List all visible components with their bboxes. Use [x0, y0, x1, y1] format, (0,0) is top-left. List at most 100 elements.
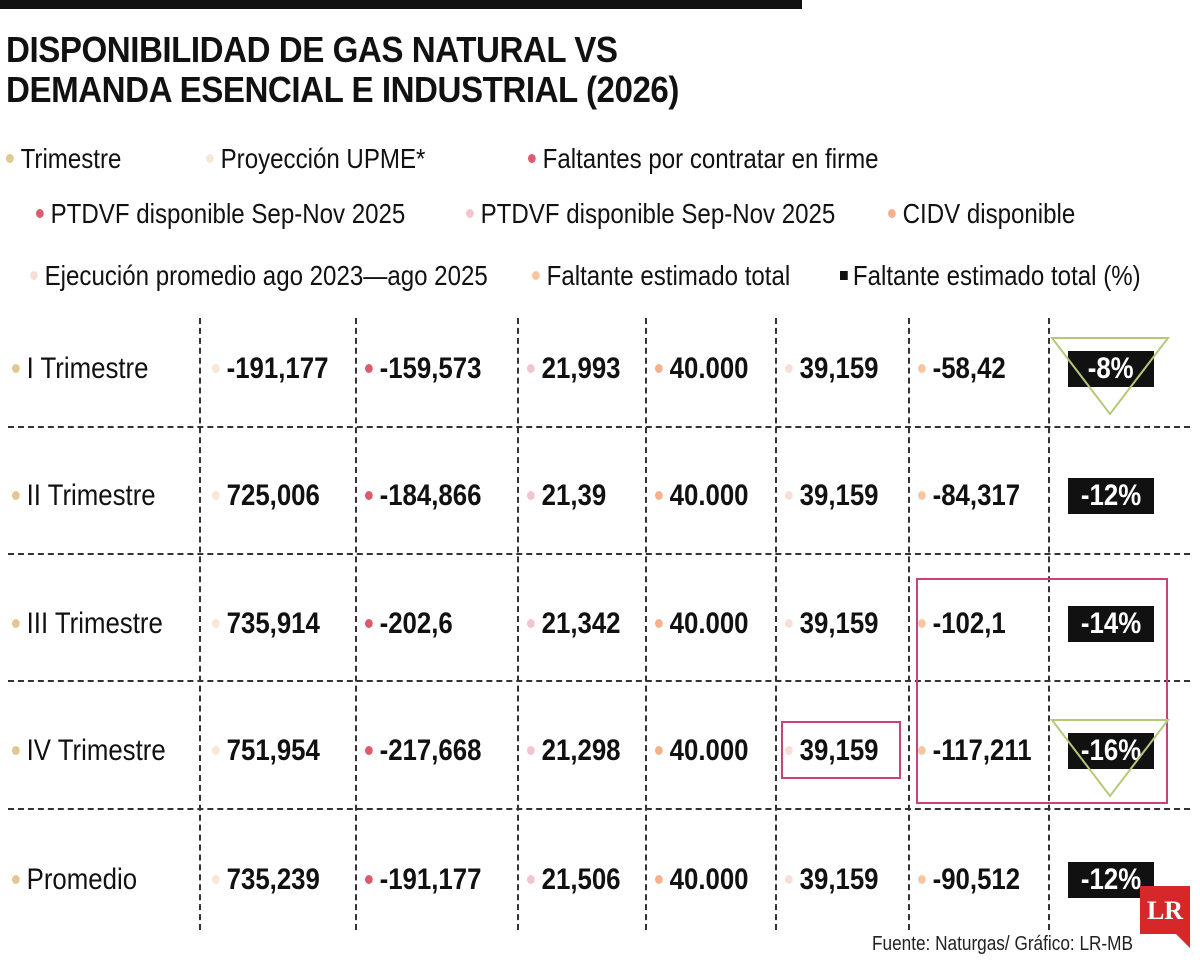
cell-value: 40.000	[669, 734, 749, 767]
cell-dot	[655, 874, 663, 884]
cell-value: 40.000	[669, 352, 749, 385]
table-cell: 751,954	[212, 731, 320, 771]
cell-value: -202,6	[379, 607, 453, 640]
table-cell: -217,668	[365, 731, 481, 771]
row-label: III Trimestre	[12, 604, 163, 644]
cell-value: -159,573	[379, 352, 482, 385]
percent-value: -14%	[1080, 607, 1142, 640]
table-cell: 735,239	[212, 860, 320, 900]
cell-value: 21,506	[541, 863, 621, 896]
cell-value: -184,866	[379, 479, 482, 512]
table-cell: 39,159	[785, 349, 879, 389]
legend-dot-marker	[206, 154, 214, 164]
cell-dot	[918, 745, 926, 755]
legend-item: CIDV disponible	[888, 198, 1075, 230]
percent-value: -12%	[1080, 863, 1142, 896]
cell-value: 735,914	[226, 607, 320, 640]
cell-value: 21,342	[541, 607, 621, 640]
cell-dot	[527, 363, 535, 373]
cell-value: 39,159	[799, 352, 879, 385]
table-cell: 40.000	[655, 604, 749, 644]
row-label: I Trimestre	[12, 349, 148, 389]
grid-vline	[775, 318, 777, 930]
row-label: IV Trimestre	[12, 731, 166, 771]
legend-item: PTDVF disponible Sep-Nov 2025	[36, 198, 405, 230]
cell-value: 735,239	[226, 863, 320, 896]
grid-vline	[355, 318, 357, 930]
table-cell: -191,177	[212, 349, 328, 389]
legend-dot-marker	[30, 271, 38, 281]
cell-dot	[365, 618, 373, 628]
cell-dot	[655, 363, 663, 373]
cell-value: 39,159	[799, 734, 879, 767]
cell-value: -58,42	[932, 352, 1006, 385]
cell-value: 21,993	[541, 352, 621, 385]
legend-label: Ejecución promedio ago 2023—ago 2025	[44, 260, 488, 291]
table-cell: 39,159	[785, 860, 879, 900]
percent-badge: -12%	[1068, 862, 1154, 898]
percent-badge: -14%	[1068, 606, 1154, 642]
table-cell: -58,42	[918, 349, 1006, 389]
percent-badge: -12%	[1068, 478, 1154, 514]
cell-value: -217,668	[379, 734, 482, 767]
cell-dot	[785, 874, 793, 884]
legend-dot-marker	[36, 209, 44, 219]
cell-dot	[212, 745, 220, 755]
legend-item: Ejecución promedio ago 2023—ago 2025	[30, 260, 488, 292]
table-cell: 40.000	[655, 860, 749, 900]
legend-label: Faltantes por contratar en firme	[542, 143, 879, 174]
grid-hline	[8, 808, 1190, 810]
grid-hline	[8, 426, 1190, 428]
table-cell: 21,993	[527, 349, 621, 389]
legend-dot-marker	[528, 154, 536, 164]
grid-vline	[1048, 318, 1050, 930]
table-cell: -84,317	[918, 476, 1020, 516]
cell-dot	[655, 490, 663, 500]
table-cell: 21,39	[527, 476, 606, 516]
percent-value: -8%	[1088, 352, 1134, 385]
legend-label: Faltante estimado total (%)	[852, 260, 1141, 291]
cell-value: -84,317	[932, 479, 1021, 512]
cell-dot	[527, 874, 535, 884]
legend-dot-marker	[532, 271, 540, 281]
table-cell: 40.000	[655, 349, 749, 389]
cell-dot	[527, 618, 535, 628]
cell-dot	[785, 363, 793, 373]
percent-value: -16%	[1080, 734, 1142, 767]
table-cell: 39,159	[785, 476, 879, 516]
cell-value: 40.000	[669, 863, 749, 896]
cell-value: -90,512	[932, 863, 1021, 896]
cell-dot	[365, 874, 373, 884]
cell-value: 40.000	[669, 479, 749, 512]
table-cell: 40.000	[655, 731, 749, 771]
cell-dot	[785, 490, 793, 500]
table-cell: 735,914	[212, 604, 320, 644]
legend-item: PTDVF disponible Sep-Nov 2025	[466, 198, 835, 230]
row-label-text: II Trimestre	[26, 479, 156, 512]
table-cell: -191,177	[365, 860, 481, 900]
legend-label: CIDV disponible	[902, 198, 1076, 229]
legend-label: PTDVF disponible Sep-Nov 2025	[480, 198, 836, 229]
row-label-dot	[12, 363, 20, 373]
cell-value: -191,177	[379, 863, 482, 896]
down-triangle-icon	[1050, 337, 1170, 416]
grid-hline	[8, 680, 1190, 682]
legend-label: Proyección UPME*	[220, 143, 426, 174]
cell-dot	[365, 363, 373, 373]
cell-dot	[365, 490, 373, 500]
table-cell: 39,159	[785, 731, 879, 771]
lr-logo: LR	[1140, 886, 1190, 948]
table-cell: 21,506	[527, 860, 621, 900]
table-cell: 40.000	[655, 476, 749, 516]
cell-value: 21,39	[541, 479, 607, 512]
table-cell: -184,866	[365, 476, 481, 516]
grid-vline	[199, 318, 201, 930]
top-rule	[0, 0, 802, 9]
cell-dot	[785, 618, 793, 628]
legend-label: Trimestre	[20, 143, 122, 174]
highlight-box-cidv	[781, 721, 901, 779]
table-cell: 21,298	[527, 731, 621, 771]
cell-dot	[527, 745, 535, 755]
highlight-box-faltante	[916, 578, 1168, 804]
row-label-text: Promedio	[26, 863, 138, 896]
